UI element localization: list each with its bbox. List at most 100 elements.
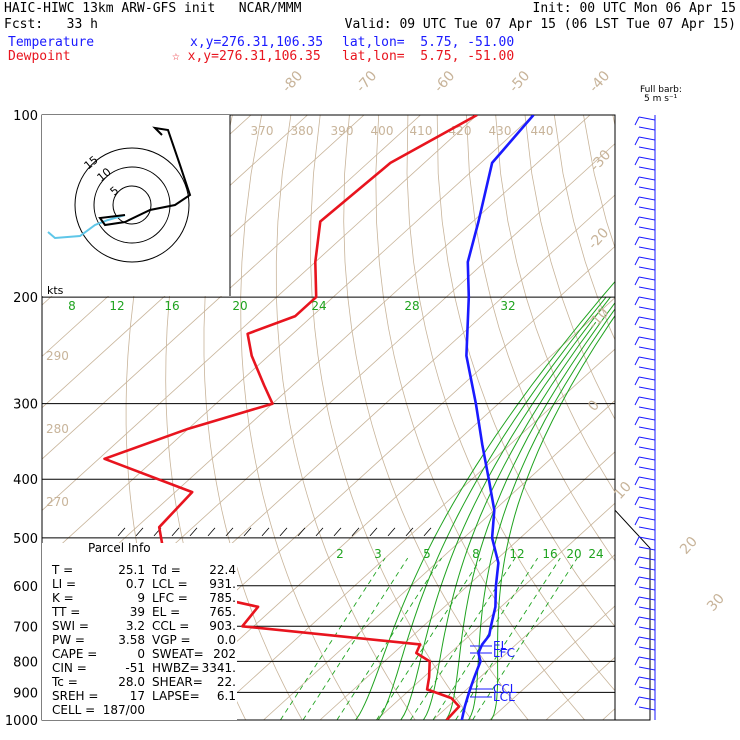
wind-barb bbox=[634, 216, 656, 226]
isotherm-label: -80 bbox=[279, 68, 306, 96]
moist-adiabat-label: 24 bbox=[311, 299, 326, 313]
wind-barb bbox=[634, 196, 656, 206]
wind-barb bbox=[638, 526, 656, 531]
isotherm-label: -20 bbox=[585, 225, 612, 253]
wind-barb bbox=[634, 376, 656, 386]
isotherm-line bbox=[432, 554, 615, 720]
parcel-label: SREH = bbox=[52, 689, 98, 703]
init-time: Init: 00 UTC Mon 06 Apr 15 bbox=[532, 1, 737, 16]
dewpoint-legend: Dewpoint bbox=[8, 49, 71, 64]
freezing-hatch bbox=[243, 527, 252, 537]
isotherm-label: 30 bbox=[704, 591, 728, 615]
freezing-hatch bbox=[207, 527, 216, 537]
pressure-tick-label: 300 bbox=[13, 398, 38, 413]
hodograph-ring bbox=[112, 185, 152, 225]
wind-barb bbox=[634, 616, 656, 626]
mixing-ratio-label: 3 bbox=[374, 547, 382, 561]
parcel-value: 785. bbox=[209, 591, 236, 605]
freezing-hatch bbox=[369, 527, 378, 537]
isotherm-label: -10 bbox=[585, 305, 612, 333]
moist-adiabat-label: 32 bbox=[500, 299, 515, 313]
wind-barb bbox=[634, 456, 656, 466]
wind-barb bbox=[634, 156, 656, 166]
pressure-tick-label: 900 bbox=[13, 686, 38, 701]
level-marker-label: CCL bbox=[493, 682, 517, 696]
parcel-label: SWEAT= bbox=[152, 647, 204, 661]
mixing-ratio-label: 8 bbox=[472, 547, 480, 561]
wind-barb bbox=[638, 686, 656, 691]
moist-adiabat bbox=[422, 321, 597, 720]
freezing-hatch bbox=[315, 527, 324, 537]
wind-barb bbox=[638, 486, 656, 491]
pressure-tick-label: 1000 bbox=[5, 714, 38, 729]
dry-adiabat bbox=[375, 115, 586, 720]
parcel-label: TT = bbox=[51, 605, 80, 619]
wind-barb bbox=[638, 586, 656, 591]
theta-label-left: 280 bbox=[46, 422, 69, 436]
isotherm-line bbox=[206, 348, 615, 720]
parcel-label: SWI = bbox=[52, 619, 89, 633]
parcel-value: 187/00 bbox=[103, 703, 145, 717]
freezing-hatch bbox=[297, 527, 306, 537]
parcel-value: 931. bbox=[209, 577, 236, 591]
freezing-hatch bbox=[135, 527, 144, 537]
wind-barb bbox=[634, 296, 656, 306]
barb-legend-title: Full barb: bbox=[640, 85, 682, 95]
theta-label: 380 bbox=[291, 124, 314, 138]
wind-barb bbox=[634, 176, 656, 186]
level-marker-label: LFC bbox=[493, 646, 515, 660]
wind-barb bbox=[634, 356, 656, 366]
mixing-ratio-label: 2 bbox=[336, 547, 344, 561]
parcel-label: Tc = bbox=[51, 675, 78, 689]
wind-barb bbox=[634, 556, 656, 566]
hodograph-ring bbox=[74, 147, 190, 263]
parcel-value: 0.0 bbox=[217, 633, 236, 647]
freezing-hatch bbox=[279, 527, 288, 537]
isotherm-label: 20 bbox=[677, 534, 701, 558]
wind-barb bbox=[638, 666, 656, 671]
pressure-tick-label: 700 bbox=[13, 620, 38, 635]
barb-legend-units: 5 m s⁻¹ bbox=[644, 94, 678, 104]
moist-adiabat-label: 28 bbox=[404, 299, 419, 313]
theta-label-left: 290 bbox=[46, 349, 69, 363]
wind-barb bbox=[634, 576, 656, 586]
dewpoint-latlon: lat,lon= 5.75, -51.00 bbox=[342, 49, 515, 64]
isotherm-label: 0 bbox=[585, 397, 603, 414]
wind-barb bbox=[638, 366, 656, 371]
parcel-label: VGP = bbox=[152, 633, 191, 647]
hodograph-units: kts bbox=[47, 284, 64, 297]
pressure-tick-label: 200 bbox=[13, 291, 38, 306]
freezing-hatch bbox=[261, 527, 270, 537]
dry-adiabat bbox=[406, 115, 615, 692]
wind-barb bbox=[638, 146, 656, 151]
temperature-latlon: lat,lon= 5.75, -51.00 bbox=[342, 35, 515, 50]
wind-barb bbox=[634, 136, 656, 146]
freezing-hatch bbox=[333, 527, 342, 537]
wind-barb bbox=[638, 126, 656, 131]
dry-adiabat bbox=[701, 115, 740, 733]
dewpoint-curve bbox=[103, 115, 478, 720]
parcel-value: 39 bbox=[130, 605, 145, 619]
isotherm-line bbox=[42, 115, 534, 563]
parcel-value: 9 bbox=[137, 591, 145, 605]
wind-barb bbox=[638, 226, 656, 231]
wind-barb bbox=[634, 596, 656, 606]
parcel-info-box bbox=[42, 543, 237, 720]
parcel-label: HWBZ= bbox=[152, 661, 199, 675]
wind-barb bbox=[638, 266, 656, 271]
moist-adiabat-label: 12 bbox=[109, 299, 124, 313]
parcel-value: 3341. bbox=[202, 661, 236, 675]
mixing-ratio-label: 20 bbox=[566, 547, 581, 561]
hodograph-low-trace bbox=[47, 214, 126, 240]
title-line-1: HAIC-HIWC 13km ARW-GFS init NCAR/MMM bbox=[4, 1, 302, 16]
parcel-info-title: Parcel Info bbox=[88, 541, 151, 555]
dry-adiabat bbox=[553, 115, 615, 341]
dry-adiabat bbox=[642, 115, 740, 733]
mixing-ratio-label: 12 bbox=[509, 547, 524, 561]
wind-barb bbox=[638, 626, 656, 631]
barb-panel-edge bbox=[614, 509, 651, 721]
pressure-tick-label: 600 bbox=[13, 580, 38, 595]
dry-adiabat bbox=[240, 115, 360, 720]
dry-adiabat bbox=[203, 115, 303, 720]
